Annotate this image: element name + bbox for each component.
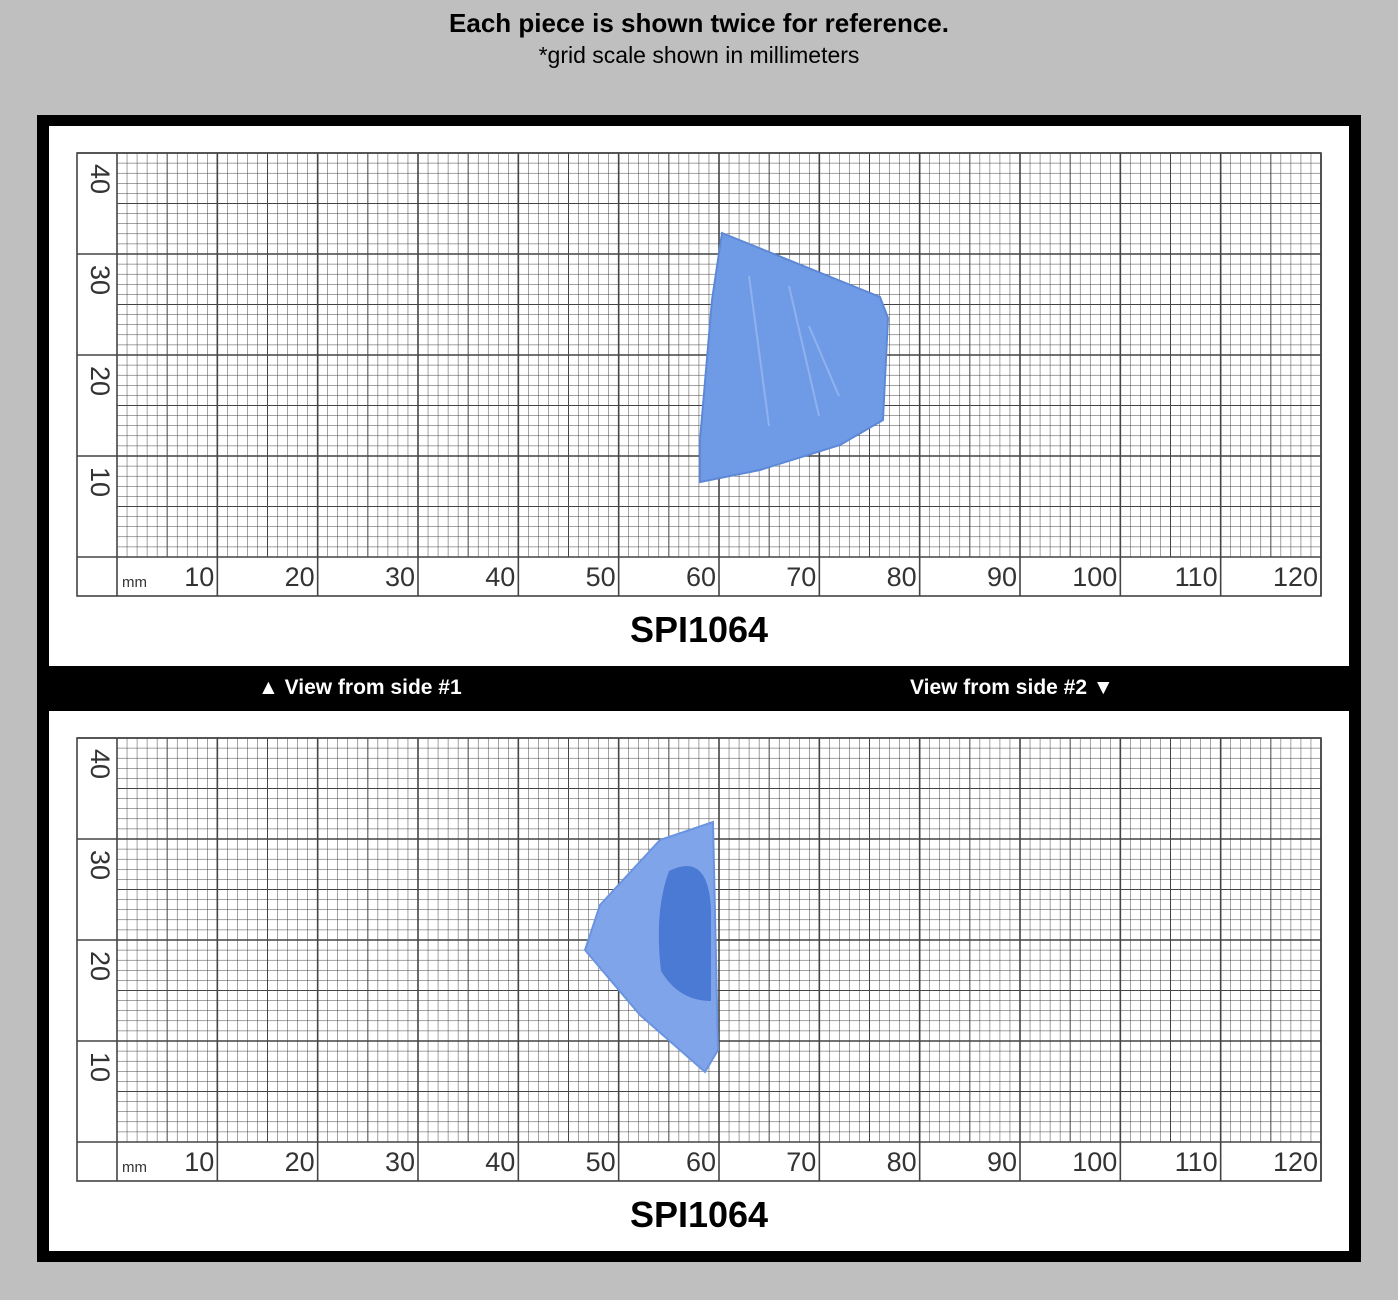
x-scale-label: 60	[686, 562, 716, 592]
x-scale-label: 40	[485, 562, 515, 592]
x-scale-label: 90	[987, 562, 1017, 592]
x-scale-label: 10	[184, 562, 214, 592]
y-scale-label: 10	[85, 1052, 115, 1082]
piece-code: SPI1064	[630, 609, 768, 650]
grid-sheet: mm 10 20 30 40 50 60 70 80 90 100 110 120 10 20 30 40 SP…	[76, 737, 1322, 1235]
x-scale-label: 20	[285, 1147, 315, 1177]
x-scale-label: 90	[987, 1147, 1017, 1177]
x-scale-label: 80	[887, 562, 917, 592]
subtitle: *grid scale shown in millimeters	[538, 42, 860, 68]
grid-border	[76, 737, 1322, 1182]
x-scale-label: 120	[1273, 1147, 1318, 1177]
gem-texture	[748, 275, 840, 427]
x-scale-label: 100	[1072, 562, 1117, 592]
x-scale-label: 70	[786, 562, 816, 592]
x-scale-label: 100	[1072, 1147, 1117, 1177]
unit-label: mm	[122, 574, 147, 591]
x-scale-label: 30	[385, 1147, 415, 1177]
y-scale-label: 30	[85, 850, 115, 880]
grid: mm 10 20 30 40 50 60 70 80 90 100 110 120 10 20 30 40	[76, 737, 1322, 1182]
x-scale-label: 40	[485, 1147, 515, 1177]
grid: mm 10 20 30 40 50 60 70 80 90 100 110 120 10 20 30 40	[76, 152, 1322, 597]
y-scale-label: 10	[85, 467, 115, 497]
panel: mm 10 20 30 40 50 60 70 80 90 100 110 120 10 20 30 40 SP…	[49, 126, 1349, 666]
x-scale-label: 110	[1175, 562, 1218, 592]
x-scale-label: 10	[184, 1147, 214, 1177]
grid-sheet: mm 10 20 30 40 50 60 70 80 90 100 110 120 10 20 30 40 SP…	[76, 152, 1322, 650]
x-scale-label: 60	[686, 1147, 716, 1177]
x-scale-label: 70	[786, 1147, 816, 1177]
x-scale-label: 80	[887, 1147, 917, 1177]
grid-border	[76, 152, 1322, 597]
x-scale-label: 50	[586, 1147, 616, 1177]
unit-label: mm	[122, 1159, 147, 1176]
gem-inner	[658, 866, 711, 1001]
side-label: View from side #2 ▼	[910, 676, 1114, 699]
x-scale-label: 20	[285, 562, 315, 592]
title: Each piece is shown twice for reference.	[449, 8, 949, 38]
x-scale-label: 120	[1273, 562, 1318, 592]
y-scale-label: 30	[85, 265, 115, 295]
piece-code: SPI1064	[630, 1194, 768, 1235]
gem	[699, 231, 890, 484]
panel: mm 10 20 30 40 50 60 70 80 90 100 110 120 10 20 30 40 SP…	[49, 711, 1349, 1251]
y-scale-label: 20	[85, 366, 115, 396]
x-scale-label: 30	[385, 562, 415, 592]
x-scale-label: 110	[1175, 1147, 1218, 1177]
side-label: ▲ View from side #1	[258, 676, 462, 699]
y-scale-label: 40	[85, 749, 115, 779]
y-scale-label: 20	[85, 951, 115, 981]
x-scale-label: 50	[586, 562, 616, 592]
y-scale-label: 40	[85, 164, 115, 194]
